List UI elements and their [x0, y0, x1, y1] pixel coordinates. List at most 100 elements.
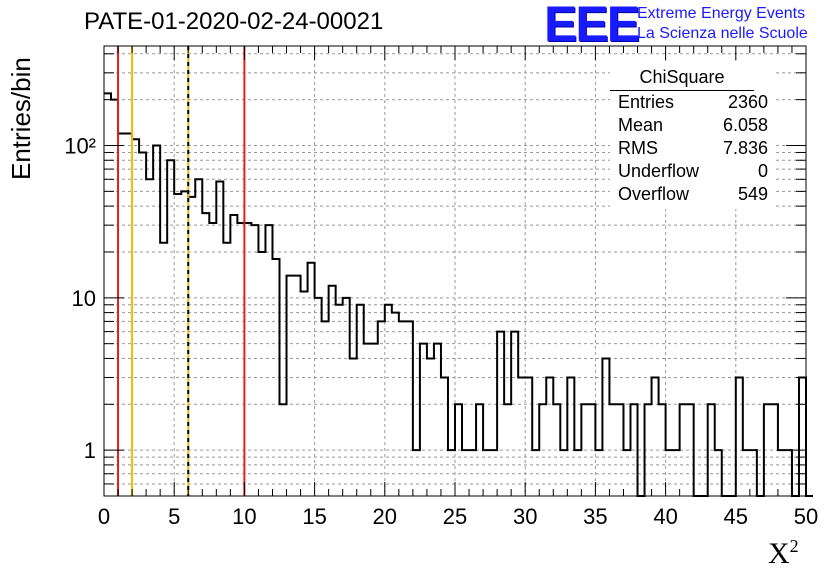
stats-value: 6.058 [722, 115, 768, 135]
histogram-bin [153, 145, 160, 496]
histogram-bin [378, 321, 385, 496]
histogram-bin [336, 305, 343, 496]
histogram-bin [602, 358, 609, 496]
chart-title: PATE-01-2020-02-24-00021 [84, 8, 384, 35]
stats-label: Entries [618, 92, 675, 112]
histogram-bin [371, 344, 378, 496]
histogram-bin [750, 450, 757, 496]
stats-row: RMS 7.836 [610, 137, 776, 160]
histogram-bin [785, 450, 792, 496]
histogram-bin [301, 292, 308, 496]
histogram-bin [385, 305, 392, 496]
histogram-bin [392, 313, 399, 496]
stats-label: RMS [618, 138, 658, 158]
histogram-bin [406, 321, 413, 496]
histogram-bin [188, 197, 195, 496]
stats-label: Mean [618, 115, 664, 135]
histogram-bin [308, 263, 315, 496]
histogram-bin [195, 179, 202, 496]
x-tick-label: 10 [232, 504, 256, 529]
histogram-bin [546, 377, 553, 496]
histogram-bin [631, 404, 638, 496]
reference-lines [117, 46, 246, 496]
histogram-bin [652, 377, 659, 496]
x-tick-labels: 0 5 10 15 20 25 30 35 40 45 50 [98, 504, 818, 529]
histogram-bin [666, 450, 673, 496]
histogram-bin [244, 223, 251, 496]
histogram-bin [595, 450, 602, 496]
histogram-bin [497, 332, 504, 496]
histogram-bin [322, 321, 329, 496]
stats-rows: Entries 2360 Mean 6.058 RMS 7.836 Underflow 0 Ov… [610, 91, 776, 206]
histogram-bin [588, 404, 595, 496]
histogram-bin [511, 332, 518, 496]
histogram-bin [343, 298, 350, 496]
histogram-bin [708, 404, 715, 496]
histogram-bin [420, 344, 427, 496]
histogram-bin [623, 450, 630, 496]
histogram-bars [104, 92, 814, 497]
histogram-bin [455, 404, 462, 496]
stats-value: 7.836 [722, 138, 768, 158]
histogram-bin [399, 321, 406, 496]
histogram-bin [230, 215, 237, 496]
x-tick-label: 40 [653, 504, 677, 529]
histogram-bin [659, 404, 666, 496]
histogram-bin [237, 223, 244, 496]
x-tick-label: 5 [168, 504, 180, 529]
eee-logo: EEE [544, 0, 640, 52]
histogram-bin [216, 182, 223, 496]
histogram-bin [160, 243, 167, 496]
histogram-bin [350, 358, 357, 496]
histogram-bin [280, 404, 287, 496]
histogram-bin [645, 404, 652, 496]
logo-caption-line2: La Scienza nelle Scuole [637, 25, 808, 42]
stats-row: Overflow 549 [610, 183, 776, 206]
histogram-bin [560, 450, 567, 496]
histogram-bin [223, 243, 230, 496]
histogram-bin [462, 450, 469, 496]
x-tick-label: 30 [513, 504, 537, 529]
x-tick-label: 50 [794, 504, 818, 529]
histogram-bin [567, 377, 574, 496]
histogram-bin [736, 377, 743, 496]
stats-value: 0 [757, 161, 768, 181]
logo-caption: Extreme Energy Events La Scienza nelle S… [637, 4, 808, 44]
histogram-bin [687, 404, 694, 496]
histogram-bin [139, 152, 146, 496]
histogram-bin [680, 404, 687, 496]
logo-caption-line1: Extreme Energy Events [637, 5, 806, 22]
histogram-bin [209, 223, 216, 496]
histogram-bin [434, 344, 441, 496]
histogram-bin [258, 252, 265, 496]
histogram-bin [771, 404, 778, 496]
stats-label: Overflow [618, 184, 690, 204]
histogram-bin [778, 450, 785, 496]
histogram-bin [715, 450, 722, 496]
histogram-bin [181, 191, 188, 496]
histogram-bin [539, 404, 546, 496]
histogram-bin [427, 358, 434, 496]
histogram-step-line [104, 92, 814, 497]
histogram-bin [764, 404, 771, 496]
histogram-bin [364, 344, 371, 496]
x-axis-label-base: X [768, 537, 790, 570]
histogram-bin [167, 160, 174, 496]
y-tick-label: 10 [72, 286, 96, 311]
stats-row: Entries 2360 [610, 91, 776, 114]
histogram-bin [413, 450, 420, 496]
x-tick-label: 45 [724, 504, 748, 529]
y-axis-label: Entries/bin [6, 57, 36, 180]
histogram-bin [483, 450, 490, 496]
histogram-bin [553, 404, 560, 496]
stats-row: Underflow 0 [610, 160, 776, 183]
x-tick-label: 0 [98, 504, 110, 529]
histogram-bin [518, 377, 525, 496]
histogram-bin [490, 450, 497, 496]
y-tick-label: 1 [84, 438, 96, 463]
histogram-bin [118, 133, 125, 496]
histogram-bin [673, 450, 680, 496]
histogram-bin [294, 276, 301, 496]
histogram-bin [357, 305, 364, 496]
